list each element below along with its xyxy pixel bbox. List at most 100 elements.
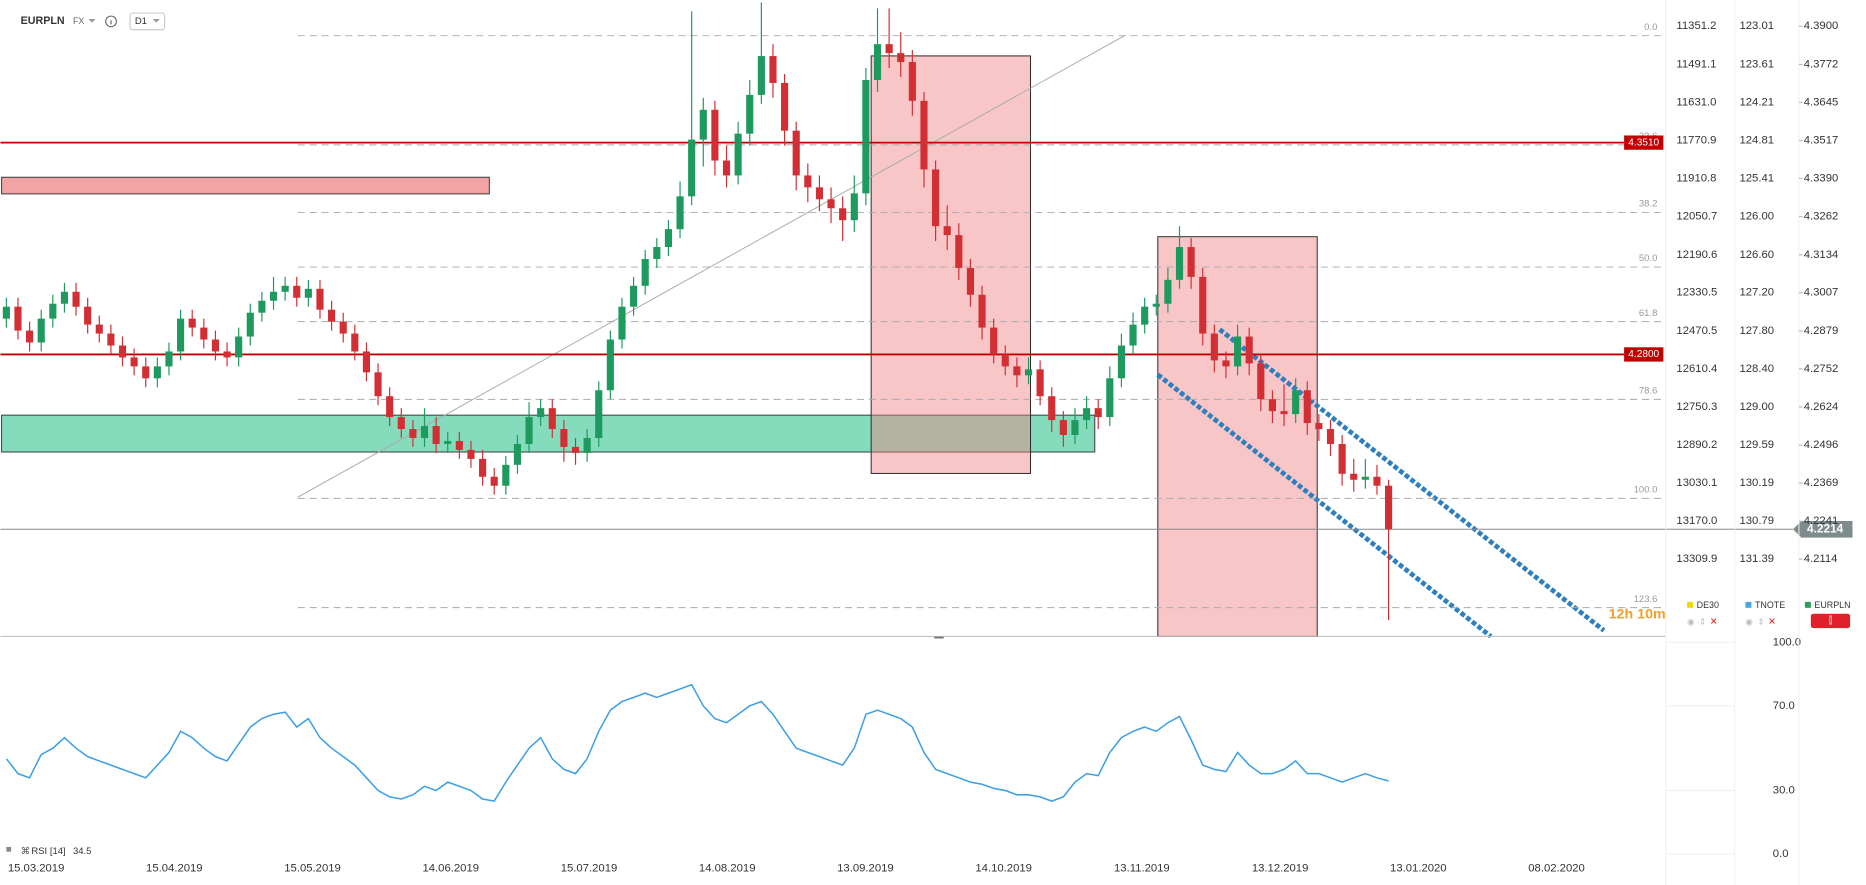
compare-tick-label: 12050.7	[1676, 211, 1717, 223]
compare-tick-label: 11910.8	[1676, 172, 1716, 184]
legend-label[interactable]: EURPLN	[1814, 600, 1850, 610]
candle-body	[118, 345, 127, 358]
candle-body	[1106, 378, 1114, 418]
candles	[2, 2, 1393, 620]
candle-body	[676, 196, 684, 230]
candle-body	[932, 169, 940, 227]
candle-body	[362, 351, 371, 373]
candle-body	[548, 408, 556, 430]
compare-tick-label: 13170.0	[1676, 515, 1717, 527]
x-tick-label: 15.03.2019	[8, 862, 65, 874]
candle-body	[1385, 485, 1393, 530]
compare-tick-label: 12890.2	[1676, 439, 1717, 451]
last-price-label: 4.2214	[1807, 521, 1844, 535]
compare-tick-label: 126.00	[1739, 211, 1774, 223]
chart-type-button[interactable]	[1810, 613, 1851, 629]
candle-body	[630, 285, 638, 307]
compare-tick-label: 12470.5	[1676, 325, 1717, 337]
y-tick-label: 4.2624	[1804, 401, 1839, 413]
fib-label: 78.6	[1639, 386, 1657, 397]
compare-tick-label: 12750.3	[1676, 401, 1717, 413]
rsi-tick-label: 30.0	[1773, 785, 1795, 797]
compare-tick-label: 13030.1	[1676, 477, 1717, 489]
fib-label: 50.0	[1639, 253, 1657, 264]
candle-body	[525, 417, 533, 444]
candle-body	[1071, 420, 1079, 436]
candle-body	[1036, 369, 1044, 397]
legend-swatch	[1687, 601, 1694, 608]
remove-icon[interactable]: ✕	[1710, 617, 1718, 628]
y-tick-label: 4.3134	[1804, 249, 1839, 261]
candle-body	[37, 318, 45, 343]
compare-tick-label: 12190.6	[1676, 249, 1717, 261]
candle-body	[664, 229, 673, 248]
y-tick-label: 4.2879	[1804, 325, 1839, 337]
price-tag	[1624, 135, 1664, 150]
indicator-name: RSI [14]	[31, 846, 65, 857]
legend-label[interactable]: TNOTE	[1755, 600, 1785, 610]
x-tick-label: 14.10.2019	[975, 862, 1032, 874]
rsi-tick-label: 70.0	[1773, 700, 1795, 712]
candle-body	[560, 429, 568, 447]
compare-tick-label: 129.59	[1739, 439, 1774, 451]
y-tick-label: 4.2752	[1804, 363, 1839, 375]
symbol[interactable]: EURPLN	[21, 15, 65, 27]
candle-body	[1210, 333, 1218, 361]
candle-body	[1373, 476, 1381, 486]
compare-tick-label: 123.01	[1739, 20, 1774, 32]
candle-body	[409, 429, 417, 438]
candle-body	[653, 247, 661, 259]
indicator-icon[interactable]: ⌘	[21, 846, 31, 857]
candle-body	[1315, 423, 1323, 430]
compare-tick-label: 11491.1	[1676, 58, 1716, 70]
candle-body	[386, 396, 394, 418]
info-icon[interactable]	[105, 15, 117, 28]
channel-line	[1156, 372, 1493, 639]
candle-body	[641, 258, 649, 286]
remove-icon[interactable]: ✕	[1768, 617, 1776, 628]
candle-body	[490, 476, 498, 486]
candle-body	[1048, 396, 1056, 421]
resistance-zone	[1, 176, 490, 195]
candle-body	[966, 267, 975, 295]
candle-body	[328, 309, 336, 322]
x-tick-label: 13.11.2019	[1114, 862, 1170, 874]
compare-tick-label: 124.21	[1739, 96, 1774, 108]
candle-body	[839, 208, 847, 221]
x-tick-label: 13.12.2019	[1252, 862, 1309, 874]
move-icon[interactable]: ⇕	[1757, 616, 1764, 626]
hide-icon[interactable]: ◉	[1687, 616, 1694, 626]
candle-body	[688, 139, 696, 197]
candle-body	[537, 408, 545, 418]
candle-body	[606, 339, 614, 391]
legend-label[interactable]: DE30	[1697, 600, 1719, 610]
y-tick-label: 4.3262	[1804, 211, 1839, 223]
x-tick-label: 08.02.2020	[1528, 862, 1585, 874]
candle-body	[781, 82, 789, 131]
candle-body	[1280, 411, 1288, 415]
candle-body	[792, 130, 800, 176]
candle-body	[873, 44, 882, 80]
candle-body	[746, 94, 754, 134]
rsi-panel: 100.0 70.0 30.0 0.0	[5, 636, 1801, 860]
candle-body	[107, 333, 115, 346]
candle-body	[583, 437, 591, 453]
compare-tick-label: 124.81	[1739, 135, 1774, 147]
icon[interactable]	[6, 846, 12, 852]
dropdown-arrow[interactable]	[88, 19, 96, 23]
price-tag	[1624, 347, 1664, 362]
candle-body	[1292, 390, 1300, 415]
candle-body	[153, 366, 161, 379]
interval-select[interactable]	[129, 12, 166, 31]
candle-body	[1001, 354, 1009, 367]
fib-label: 0.0	[1644, 22, 1657, 33]
move-icon[interactable]: ⇕	[1699, 616, 1706, 626]
candle-body	[722, 160, 731, 176]
hide-icon[interactable]: ◉	[1745, 616, 1752, 626]
candle-body	[479, 458, 487, 477]
compare-tick-label: 130.79	[1739, 515, 1774, 527]
candle-body	[1245, 336, 1253, 364]
candle-body	[95, 324, 103, 334]
